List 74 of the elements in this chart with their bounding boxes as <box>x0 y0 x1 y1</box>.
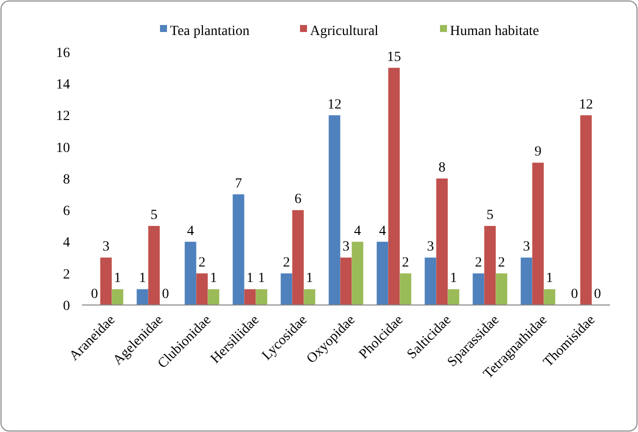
data-label: 1 <box>306 271 314 286</box>
bar <box>436 178 448 305</box>
bar <box>532 162 544 305</box>
bar <box>292 210 304 305</box>
bar <box>148 226 160 305</box>
bar <box>184 242 196 305</box>
bar <box>112 289 124 305</box>
bar <box>424 258 436 305</box>
data-label: 0 <box>90 287 98 302</box>
y-tick-label: 16 <box>56 46 70 61</box>
y-tick-label: 10 <box>56 140 70 156</box>
legend-label: Agricultural <box>310 24 379 39</box>
y-tick-label: 12 <box>56 109 70 124</box>
data-label: 1 <box>114 271 122 286</box>
bar <box>196 273 208 305</box>
bar <box>400 273 412 305</box>
data-label: 1 <box>246 271 254 286</box>
data-label: 3 <box>426 240 434 255</box>
y-tick-label: 14 <box>56 78 70 93</box>
data-label: 1 <box>258 271 266 286</box>
data-label: 12 <box>327 97 342 112</box>
bar <box>352 242 364 305</box>
data-label: 1 <box>210 271 218 286</box>
data-label: 2 <box>282 255 290 270</box>
data-label: 2 <box>402 255 410 270</box>
bar <box>376 242 388 305</box>
y-tick-label: 2 <box>63 267 70 282</box>
data-label: 0 <box>162 287 170 302</box>
data-label: 2 <box>498 255 506 270</box>
bar <box>244 289 256 305</box>
data-label: 3 <box>342 240 350 255</box>
bar <box>136 289 148 305</box>
data-label: 15 <box>387 50 401 65</box>
bar <box>472 273 484 305</box>
bar <box>256 289 268 305</box>
data-label: 8 <box>438 160 446 176</box>
bar <box>496 273 508 305</box>
bar <box>544 289 556 305</box>
data-label: 9 <box>534 144 542 160</box>
data-label: 2 <box>474 255 482 270</box>
bar <box>328 115 340 305</box>
y-tick-label: 6 <box>63 204 70 220</box>
bar <box>448 289 460 305</box>
bar <box>280 273 292 305</box>
data-label: 4 <box>378 224 386 239</box>
data-label: 12 <box>579 97 593 112</box>
data-label: 3 <box>522 240 530 255</box>
bar <box>388 68 400 305</box>
bar <box>304 289 316 305</box>
bar <box>340 258 352 305</box>
data-label: 3 <box>102 240 110 255</box>
data-label: 4 <box>354 224 362 239</box>
data-label: 7 <box>234 176 242 192</box>
data-label: 1 <box>546 271 554 286</box>
data-label: 4 <box>186 224 194 239</box>
bar <box>580 115 592 305</box>
y-tick-label: 0 <box>63 298 70 314</box>
data-label: 0 <box>594 287 602 302</box>
legend-label: Human habitate <box>450 24 540 39</box>
data-label: 5 <box>150 208 158 223</box>
data-label: 5 <box>486 208 494 223</box>
y-tick-label: 4 <box>63 236 70 251</box>
data-label: 1 <box>138 271 146 286</box>
legend-label: Tea plantation <box>170 24 250 39</box>
bar <box>484 226 496 305</box>
bar <box>232 194 244 305</box>
bar <box>100 258 112 305</box>
data-label: 2 <box>198 255 206 270</box>
data-label: 6 <box>294 192 302 208</box>
bar <box>208 289 220 305</box>
bar <box>520 258 532 305</box>
y-tick-label: 8 <box>63 172 70 188</box>
data-label: 1 <box>450 271 458 286</box>
data-label: 0 <box>570 287 578 302</box>
